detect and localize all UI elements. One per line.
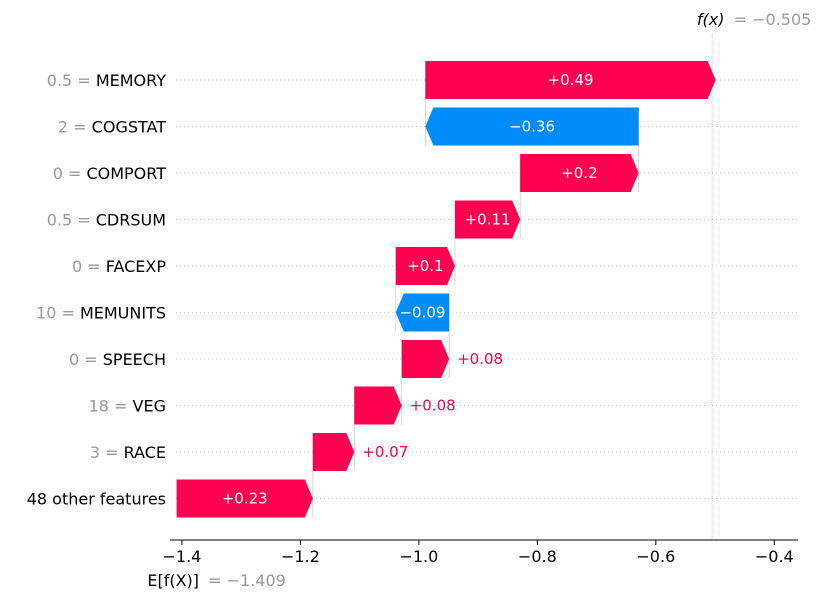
- x-tick-label: −0.4: [755, 547, 794, 566]
- bar-value-label: +0.2: [561, 164, 597, 182]
- feature-label: 0.5 = MEMORY: [47, 71, 166, 90]
- contribution-bar: [312, 433, 355, 471]
- feature-label: 3 = RACE: [90, 443, 166, 462]
- contribution-bar: [395, 247, 456, 285]
- contribution-bar: [401, 340, 450, 378]
- feature-name: VEG: [133, 396, 166, 415]
- feature-labels: 0.5 = MEMORY 2 = COGSTAT 0 = COMPORT 0.5 = …: [27, 71, 167, 509]
- bar-value-label: +0.49: [548, 71, 594, 89]
- feature-name: MEMUNITS: [80, 303, 166, 322]
- bar-value-label: +0.1: [407, 257, 443, 275]
- feature-name: COGSTAT: [92, 117, 167, 136]
- contribution-bar: [176, 479, 313, 518]
- x-axis: −1.4 −1.2 −1.0 −0.8 −0.6 −0.4: [162, 539, 798, 566]
- feature-value: 0.5 =: [47, 210, 96, 229]
- base-value-number: = −1.409: [208, 571, 286, 590]
- contribution-bar: [395, 293, 450, 332]
- feature-value: 0 =: [72, 257, 106, 276]
- x-tick-label: −0.6: [636, 547, 675, 566]
- contribution-bar: [425, 107, 639, 146]
- base-value-symbol: E[f(X)]: [147, 571, 199, 590]
- feature-value: 0 =: [69, 350, 103, 369]
- contribution-bar: [354, 386, 402, 425]
- feature-name: MEMORY: [96, 71, 166, 90]
- feature-label: 2 = COGSTAT: [58, 117, 166, 136]
- bar-value-label: +0.08: [410, 397, 456, 415]
- bar-value-label: −0.09: [399, 304, 445, 322]
- feature-label: 18 = VEG: [89, 396, 166, 415]
- bar-value-label: +0.07: [362, 443, 408, 461]
- feature-name: RACE: [124, 443, 166, 462]
- feature-name: COMPORT: [86, 164, 166, 183]
- feature-value: 2 =: [58, 117, 92, 136]
- feature-value: 0.5 =: [47, 71, 96, 90]
- feature-value: 3 =: [90, 443, 124, 462]
- x-tick-label: −1.4: [162, 547, 201, 566]
- bar-value-label: +0.11: [465, 211, 511, 229]
- contribution-bar: [455, 200, 521, 239]
- feature-value: 0 =: [53, 164, 87, 183]
- base-value-label: E[f(X)] = −1.409: [147, 571, 285, 590]
- bar-value-label: +0.23: [222, 490, 268, 508]
- feature-label: 0.5 = CDRSUM: [47, 210, 166, 229]
- feature-name: SPEECH: [103, 350, 166, 369]
- feature-value: 10 =: [36, 303, 80, 322]
- feature-label: 0 = SPEECH: [69, 350, 166, 369]
- value-annotations: f(x) = −0.505 E[f(X)] = −1.409: [147, 10, 811, 590]
- output-value-number: = −0.505: [734, 10, 812, 29]
- x-tick-label: −0.8: [518, 547, 557, 566]
- feature-label: 10 = MEMUNITS: [36, 303, 166, 322]
- output-value-label: f(x) = −0.505: [697, 10, 811, 29]
- bar-value-label: −0.36: [509, 118, 555, 136]
- x-tick-label: −1.2: [281, 547, 320, 566]
- output-value-symbol: f(x): [697, 10, 725, 29]
- x-tick-label: −1.0: [399, 547, 438, 566]
- contribution-bar: [520, 154, 639, 192]
- contribution-bars: +0.49 −0.36 +0.2 +0.11 +0.1 −0.09 +0.08 +0.08 +0…: [176, 61, 716, 518]
- feature-label: 0 = COMPORT: [53, 164, 167, 183]
- feature-label: 0 = FACEXP: [72, 257, 166, 276]
- feature-name: FACEXP: [106, 257, 167, 276]
- contribution-bar: [425, 61, 716, 99]
- feature-label: 48 other features: [27, 489, 166, 508]
- bar-value-label: +0.08: [457, 350, 503, 368]
- feature-name: 48 other features: [27, 489, 166, 508]
- feature-name: CDRSUM: [96, 210, 166, 229]
- feature-value: 18 =: [89, 396, 133, 415]
